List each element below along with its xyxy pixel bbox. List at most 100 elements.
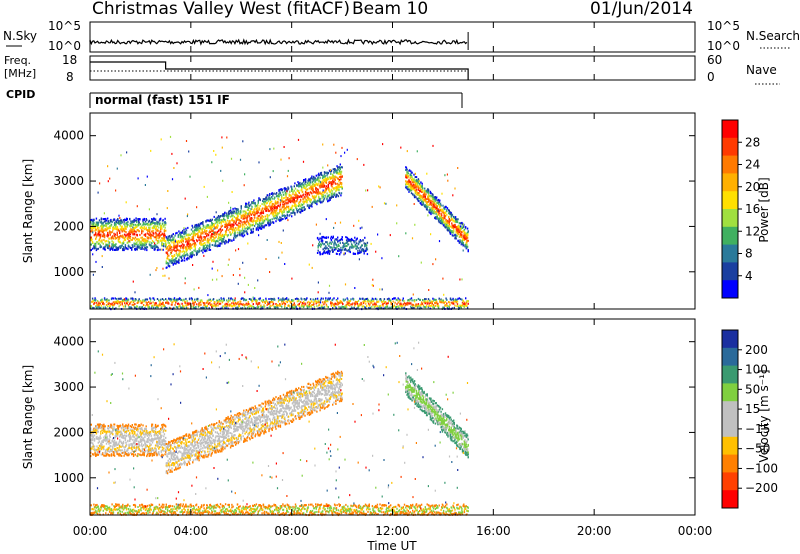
power-cell (174, 238, 176, 241)
power-cell (209, 243, 211, 246)
power-cell (262, 226, 264, 229)
power-cell (250, 223, 252, 226)
power-cell (322, 297, 324, 300)
power-cell (323, 306, 326, 309)
power-cell (148, 208, 150, 211)
power-cell (258, 207, 261, 210)
power-cell (127, 244, 130, 247)
power-cell (269, 209, 271, 212)
power-cell (96, 304, 98, 306)
power-cell (303, 193, 305, 196)
power-cell (312, 188, 314, 191)
power-cell (379, 298, 382, 300)
power-cell (283, 298, 285, 301)
power-cell (217, 229, 220, 232)
power-cell (172, 238, 174, 241)
power-cell (106, 243, 108, 246)
power-cell (312, 185, 314, 188)
power-cell (333, 297, 335, 300)
power-cell (176, 253, 178, 256)
power-cell (123, 220, 125, 223)
power-cell (343, 299, 345, 302)
power-cell (216, 240, 218, 243)
power-cell (439, 214, 441, 217)
power-cell (170, 261, 173, 264)
power-cell (207, 244, 209, 247)
power-cell (214, 240, 217, 243)
power-cell (411, 176, 413, 179)
power-cell (224, 211, 226, 214)
power-cell (268, 306, 270, 309)
power-cell (218, 236, 220, 239)
power-cell (455, 301, 457, 304)
power-cell (368, 304, 370, 307)
power-cell (210, 224, 212, 227)
power-cell (415, 193, 418, 196)
power-cell (233, 224, 235, 226)
power-cell (123, 247, 125, 250)
power-cell (234, 236, 237, 239)
power-cell (304, 193, 307, 196)
power-cell (359, 298, 362, 300)
power-cell (256, 227, 258, 230)
power-cell (152, 234, 154, 237)
power-cell (197, 229, 200, 232)
power-cell (289, 208, 292, 211)
power-cell (265, 297, 267, 300)
power-cell (238, 226, 240, 229)
power-cell (444, 300, 447, 303)
power-cell (133, 299, 135, 302)
power-cell (121, 302, 123, 305)
power-cell (338, 250, 340, 252)
power-cell (445, 222, 447, 225)
power-cell (321, 242, 324, 245)
power-cell (434, 206, 437, 209)
power-cell (124, 226, 127, 229)
power-cell (107, 220, 109, 223)
power-cell (258, 222, 261, 224)
power-cell (317, 176, 319, 179)
power-cell (317, 188, 319, 191)
power-cell (342, 241, 344, 244)
power-cell (443, 301, 445, 304)
power-cell (214, 242, 217, 245)
power-cell (410, 189, 413, 192)
power-cell (281, 299, 283, 302)
power-cell (171, 241, 173, 244)
power-cell (271, 197, 273, 200)
power-cell (173, 259, 175, 262)
power-cell (152, 229, 154, 232)
power-cell (98, 238, 101, 241)
power-cell (129, 229, 131, 232)
power-cell (246, 216, 249, 218)
power-cell (271, 298, 273, 300)
power-cell (144, 304, 147, 307)
power-cell (444, 217, 446, 220)
power-cell (311, 192, 313, 195)
power-cell (333, 226, 335, 229)
power-cell (132, 223, 135, 226)
power-cell (336, 245, 338, 248)
power-cell (242, 235, 244, 238)
power-cell (386, 305, 389, 308)
power-cell (182, 243, 184, 246)
nsky-tick-top: 10^5 (48, 19, 81, 33)
power-cell (329, 190, 331, 193)
power-cell (303, 206, 305, 209)
power-cell (124, 225, 127, 228)
power-cell (240, 303, 242, 306)
power-cell (339, 239, 341, 242)
power-cell (417, 193, 419, 196)
power-cell (160, 298, 162, 301)
power-cell (238, 222, 240, 225)
power-cell (340, 183, 343, 185)
power-cell (183, 251, 186, 254)
power-cell (283, 211, 285, 214)
power-cell (361, 305, 363, 308)
power-cell (162, 301, 164, 304)
power-cell (126, 233, 128, 236)
power-cell (318, 172, 320, 175)
power-cell (430, 192, 432, 195)
power-cell (334, 241, 336, 244)
power-cell (415, 185, 417, 188)
